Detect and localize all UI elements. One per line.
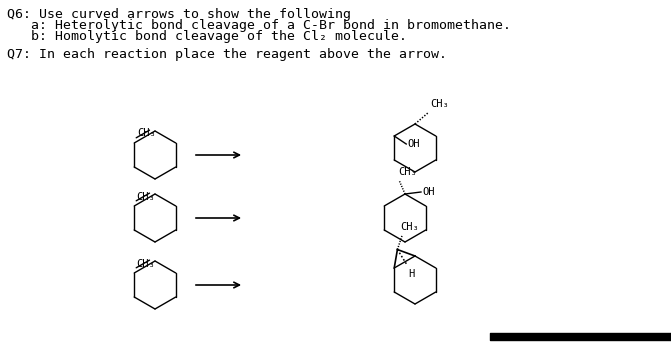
- Text: OH: OH: [422, 187, 435, 197]
- Text: Q7: In each reaction place the reagent above the arrow.: Q7: In each reaction place the reagent a…: [7, 48, 447, 61]
- Text: H: H: [409, 268, 415, 278]
- Text: CH₃: CH₃: [430, 99, 449, 109]
- Text: CH₃: CH₃: [136, 259, 155, 269]
- Text: CH₃: CH₃: [137, 128, 156, 138]
- Text: CH₃: CH₃: [398, 167, 417, 177]
- Text: CH₃: CH₃: [401, 222, 419, 232]
- Text: OH: OH: [407, 139, 420, 149]
- Text: Q6: Use curved arrows to show the following: Q6: Use curved arrows to show the follow…: [7, 8, 351, 21]
- Text: b: Homolytic bond cleavage of the Cl₂ molecule.: b: Homolytic bond cleavage of the Cl₂ mo…: [7, 30, 407, 43]
- Text: a: Heterolytic bond cleavage of a C-Br bond in bromomethane.: a: Heterolytic bond cleavage of a C-Br b…: [7, 19, 511, 32]
- Text: CH₃: CH₃: [136, 192, 155, 202]
